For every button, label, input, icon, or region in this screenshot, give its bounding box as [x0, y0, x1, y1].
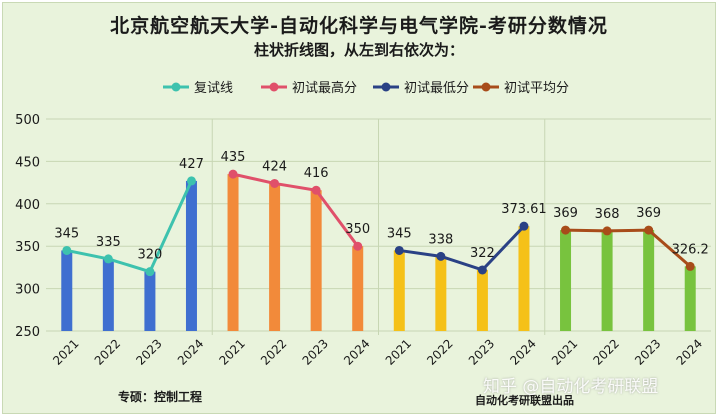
x-tick-label: 2022	[591, 336, 622, 367]
data-label: 427	[179, 157, 204, 172]
x-tick-label: 2021	[549, 336, 580, 367]
bar	[476, 269, 488, 331]
data-point	[145, 267, 155, 277]
bar	[601, 230, 613, 331]
y-tick-label: 450	[15, 155, 40, 170]
data-label: 369	[636, 206, 661, 221]
x-tick-label: 2023	[466, 336, 497, 367]
series-line	[565, 228, 692, 268]
data-label: 435	[221, 150, 246, 165]
data-point	[685, 261, 695, 271]
x-tick-label: 2023	[632, 336, 663, 367]
data-point	[394, 245, 404, 255]
bar	[684, 266, 696, 331]
bar	[518, 226, 530, 331]
data-label: 416	[304, 166, 329, 181]
data-label: 373.61	[501, 202, 547, 217]
series-line	[232, 172, 359, 248]
data-label: 322	[470, 246, 495, 261]
series-line	[66, 180, 193, 274]
data-point	[103, 254, 113, 264]
data-label: 350	[345, 222, 370, 237]
y-tick-label: 500	[15, 113, 40, 128]
legend-swatch-marker	[269, 82, 279, 92]
x-tick-label: 2024	[341, 336, 372, 367]
chart-frame: 北京航空航天大学-自动化科学与电气学院-考研分数情况 柱状折线图，从左到右依次为…	[2, 2, 716, 414]
y-tick-label: 350	[15, 240, 40, 255]
x-tick-label: 2021	[50, 336, 81, 367]
x-tick-label: 2024	[674, 336, 705, 367]
major-label: 专硕：控制工程	[118, 390, 203, 404]
chart-title: 北京航空航天大学-自动化科学与电气学院-考研分数情况	[110, 15, 608, 37]
data-label: 335	[96, 235, 121, 250]
data-point	[186, 176, 196, 186]
bar	[227, 174, 239, 331]
bar	[393, 250, 405, 331]
data-label: 424	[262, 159, 287, 174]
data-point	[311, 185, 321, 195]
bar	[269, 183, 281, 331]
bar	[435, 256, 447, 331]
data-label: 368	[595, 207, 620, 222]
producer-label: 自动化考研联盟出品	[475, 394, 574, 407]
x-tick-label: 2021	[383, 336, 414, 367]
y-tick-label: 250	[15, 325, 40, 340]
x-tick-label: 2023	[133, 336, 164, 367]
legend-entry: 初试最低分	[404, 81, 469, 96]
x-tick-label: 2023	[300, 336, 331, 367]
x-tick-label: 2021	[216, 336, 247, 367]
bar	[61, 250, 73, 331]
bar	[352, 246, 364, 331]
bar	[102, 258, 114, 331]
data-label: 326.2	[672, 242, 709, 257]
chart-svg: 250 300 350 400 450 500 345 335 320 427 2021 2022 20…	[15, 80, 711, 368]
bar	[144, 271, 156, 331]
legend-entry: 复试线	[194, 81, 233, 96]
bar	[310, 190, 322, 331]
x-tick-label: 2022	[92, 336, 123, 367]
legend-swatch-marker	[171, 82, 181, 92]
data-point	[270, 178, 280, 188]
series-line	[399, 225, 526, 272]
data-point	[62, 245, 72, 255]
data-point	[228, 169, 238, 179]
legend-swatch-marker	[381, 82, 391, 92]
data-point	[644, 225, 654, 235]
y-tick-label: 400	[15, 198, 40, 213]
data-point	[561, 225, 571, 235]
x-tick-label: 2024	[175, 336, 206, 367]
data-point	[602, 226, 612, 236]
bar	[185, 180, 197, 331]
legend-entry: 初试最高分	[292, 80, 357, 96]
data-label: 338	[428, 232, 453, 247]
legend-entry: 初试平均分	[504, 81, 569, 96]
data-label: 345	[54, 226, 79, 241]
data-point	[519, 221, 529, 231]
x-tick-label: 2024	[507, 336, 538, 367]
x-tick-label: 2022	[424, 336, 455, 367]
bar	[643, 230, 655, 331]
data-point	[353, 241, 363, 251]
data-point	[436, 251, 446, 261]
chart-subtitle: 柱状折线图，从左到右依次为：	[253, 41, 464, 59]
y-tick-label: 300	[15, 283, 40, 298]
bar	[560, 230, 572, 331]
data-label: 369	[553, 206, 578, 221]
data-label: 320	[137, 248, 162, 263]
x-tick-label: 2022	[258, 336, 289, 367]
data-point	[477, 265, 487, 275]
legend-swatch-marker	[481, 82, 491, 92]
data-label: 345	[387, 226, 412, 241]
watermark: 知乎 @自动化考研联盟	[483, 377, 659, 397]
